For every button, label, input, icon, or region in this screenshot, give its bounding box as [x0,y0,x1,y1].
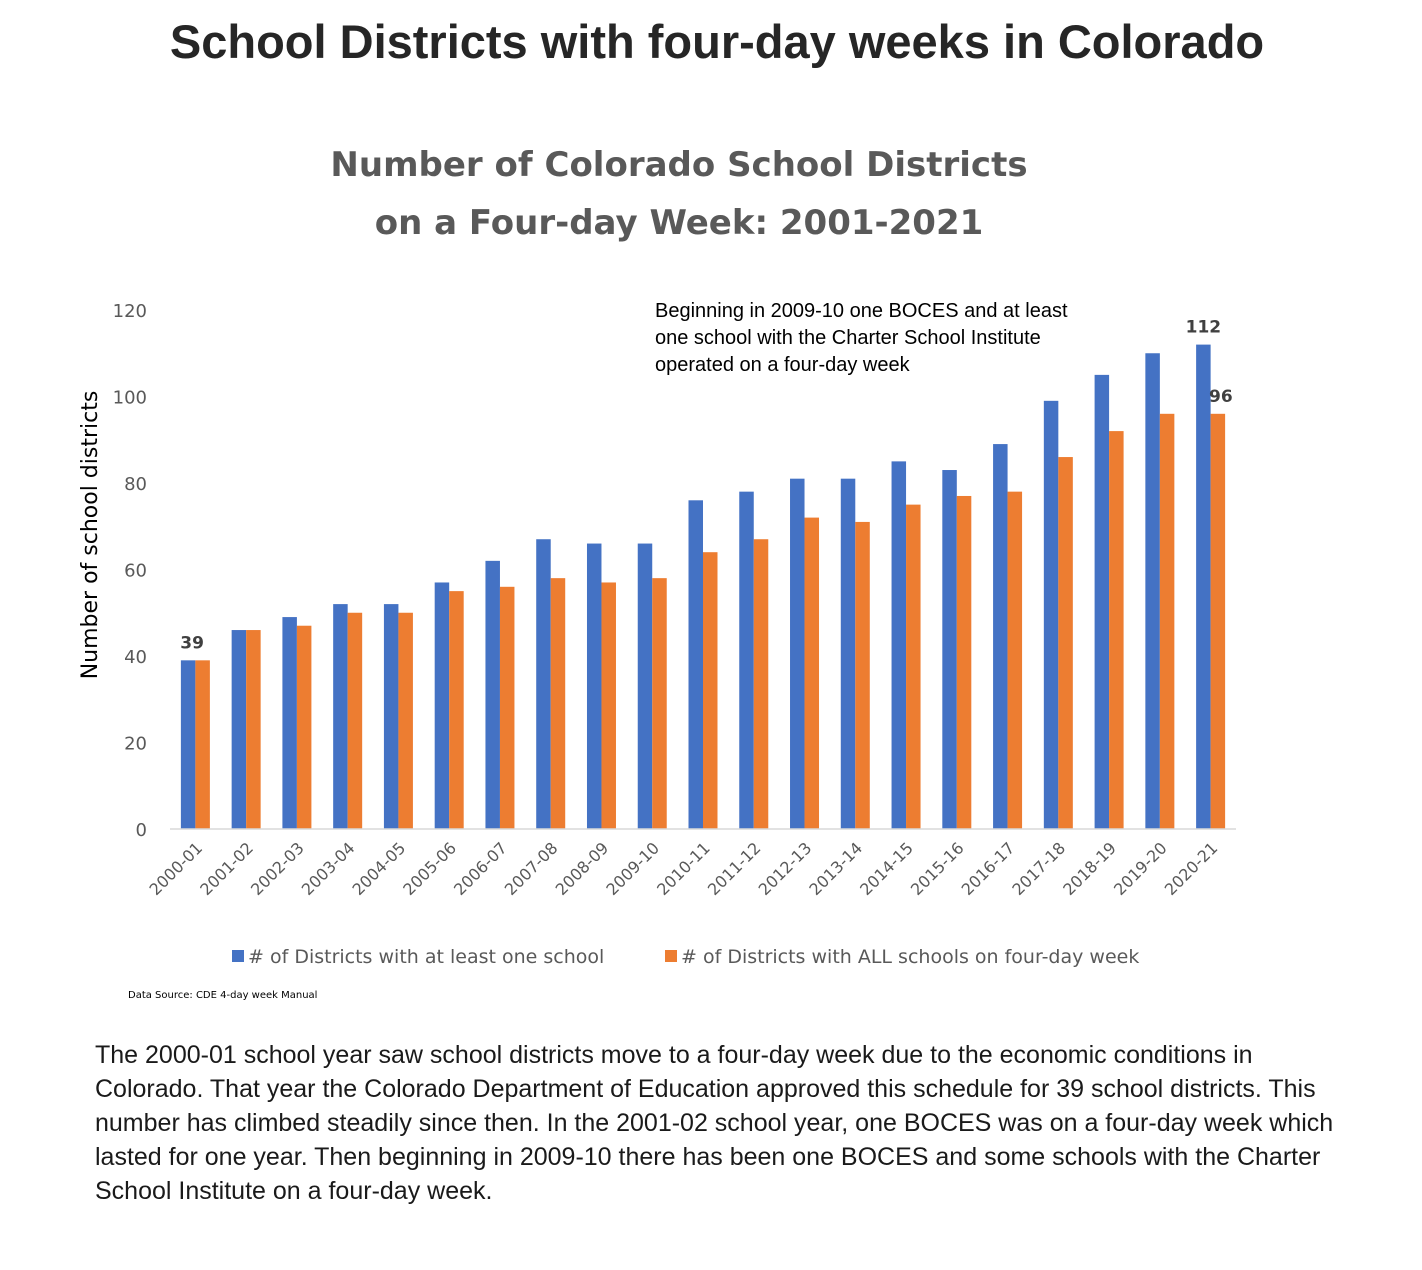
y-tick-label: 0 [136,820,147,841]
x-tick-label: 2012-13 [755,838,816,899]
bar-all-schools-2018-19 [1109,431,1124,829]
x-tick-label: 2010-11 [653,838,714,899]
bar-at-least-one-2005-06 [434,582,450,829]
data-label: 112 [1186,318,1222,338]
legend-swatch [232,950,244,962]
bar-at-least-one-2013-14 [840,478,856,829]
page-title: School Districts with four-day weeks in … [169,15,1265,68]
x-tick-label: 2001-02 [196,838,257,899]
bar-all-schools-2012-13 [804,517,820,829]
bar-at-least-one-2014-15 [891,461,907,829]
bar-at-least-one-2001-02 [231,630,247,829]
bar-all-schools-2019-20 [1159,413,1175,829]
bar-at-least-one-2000-01 [180,660,196,829]
x-tick-label: 2005-06 [399,838,460,899]
bar-at-least-one-2004-05 [383,604,399,829]
y-tick-label: 120 [113,301,147,322]
bar-all-schools-2001-02 [246,630,261,829]
bar-at-least-one-2007-08 [536,539,551,829]
y-axis-title: Number of school districts [78,391,103,680]
bar-at-least-one-2002-03 [282,617,297,829]
bar-at-least-one-2012-13 [790,478,805,829]
x-tick-label: 2007-08 [501,838,562,899]
x-tick-label: 2004-05 [349,838,410,899]
bar-all-schools-2014-15 [906,504,921,829]
bar-all-schools-2013-14 [855,521,870,829]
bar-at-least-one-2015-16 [942,470,957,829]
x-tick-label: 2011-12 [704,838,765,899]
data-source-note: Data Source: CDE 4-day week Manual [128,990,317,1001]
x-tick-label: 2017-18 [1008,838,1069,899]
data-label: 96 [1209,387,1233,407]
bar-at-least-one-2019-20 [1145,353,1160,829]
bar-at-least-one-2011-12 [739,491,754,829]
x-tick-label: 2006-07 [450,838,511,899]
chart-annotation-line: Beginning in 2009-10 one BOCES and at le… [655,300,1068,322]
bar-all-schools-2000-01 [195,660,210,829]
legend-label: # of Districts with at least one school [248,946,604,968]
bar-all-schools-2008-09 [601,582,616,829]
body-paragraph: The 2000-01 school year saw school distr… [95,1041,1334,1205]
x-tick-label: 2002-03 [247,838,308,899]
bar-all-schools-2015-16 [956,495,972,829]
x-tick-label: 2009-10 [602,838,663,899]
y-tick-label: 60 [124,561,147,582]
bar-at-least-one-2017-18 [1043,400,1059,829]
y-tick-label: 100 [113,388,147,409]
y-tick-label: 20 [124,734,147,755]
bar-all-schools-2016-17 [1007,491,1023,829]
bar-at-least-one-2009-10 [637,543,653,829]
bar-all-schools-2009-10 [652,578,667,829]
bar-all-schools-2007-08 [550,578,566,829]
bar-at-least-one-2016-17 [993,444,1008,829]
bar-at-least-one-2018-19 [1094,374,1110,829]
four-day-week-chart: Number of Colorado School Districts on a … [78,145,1236,1001]
bar-all-schools-2006-07 [499,586,515,829]
bar-at-least-one-2020-21 [1196,344,1211,829]
bar-all-schools-2017-18 [1058,457,1073,829]
chart-title-line: Number of Colorado School Districts [330,145,1027,185]
chart-annotation-line: operated on a four-day week [655,354,911,376]
bar-all-schools-2005-06 [449,591,464,829]
x-tick-label: 2020-21 [1161,838,1222,899]
x-tick-label: 2016-17 [958,838,1019,899]
y-tick-label: 80 [124,474,147,495]
bar-all-schools-2020-21 [1210,413,1226,829]
x-tick-label: 2015-16 [907,838,968,899]
legend-label: # of Districts with ALL schools on four-… [681,946,1139,968]
chart-title-line: on a Four-day Week: 2001-2021 [375,203,984,243]
data-label: 39 [180,633,204,653]
x-tick-label: 2019-20 [1110,838,1171,899]
bar-at-least-one-2003-04 [333,604,348,829]
bar-all-schools-2011-12 [753,539,769,829]
x-tick-label: 2018-19 [1059,838,1120,899]
x-tick-label: 2008-09 [552,838,613,899]
bar-all-schools-2002-03 [296,625,312,829]
x-tick-label: 2014-15 [856,838,917,899]
bar-at-least-one-2010-11 [688,500,703,829]
x-tick-label: 2013-14 [805,838,866,899]
legend-swatch [665,950,677,962]
chart-annotation-line: one school with the Charter School Insti… [655,327,1041,349]
x-tick-label: 2000-01 [145,838,206,899]
bar-all-schools-2010-11 [703,552,718,829]
x-tick-label: 2003-04 [298,838,359,899]
y-tick-label: 40 [124,647,147,668]
bar-at-least-one-2006-07 [485,560,500,829]
bar-at-least-one-2008-09 [586,543,602,829]
bar-all-schools-2004-05 [398,612,413,829]
bar-all-schools-2003-04 [347,612,363,829]
